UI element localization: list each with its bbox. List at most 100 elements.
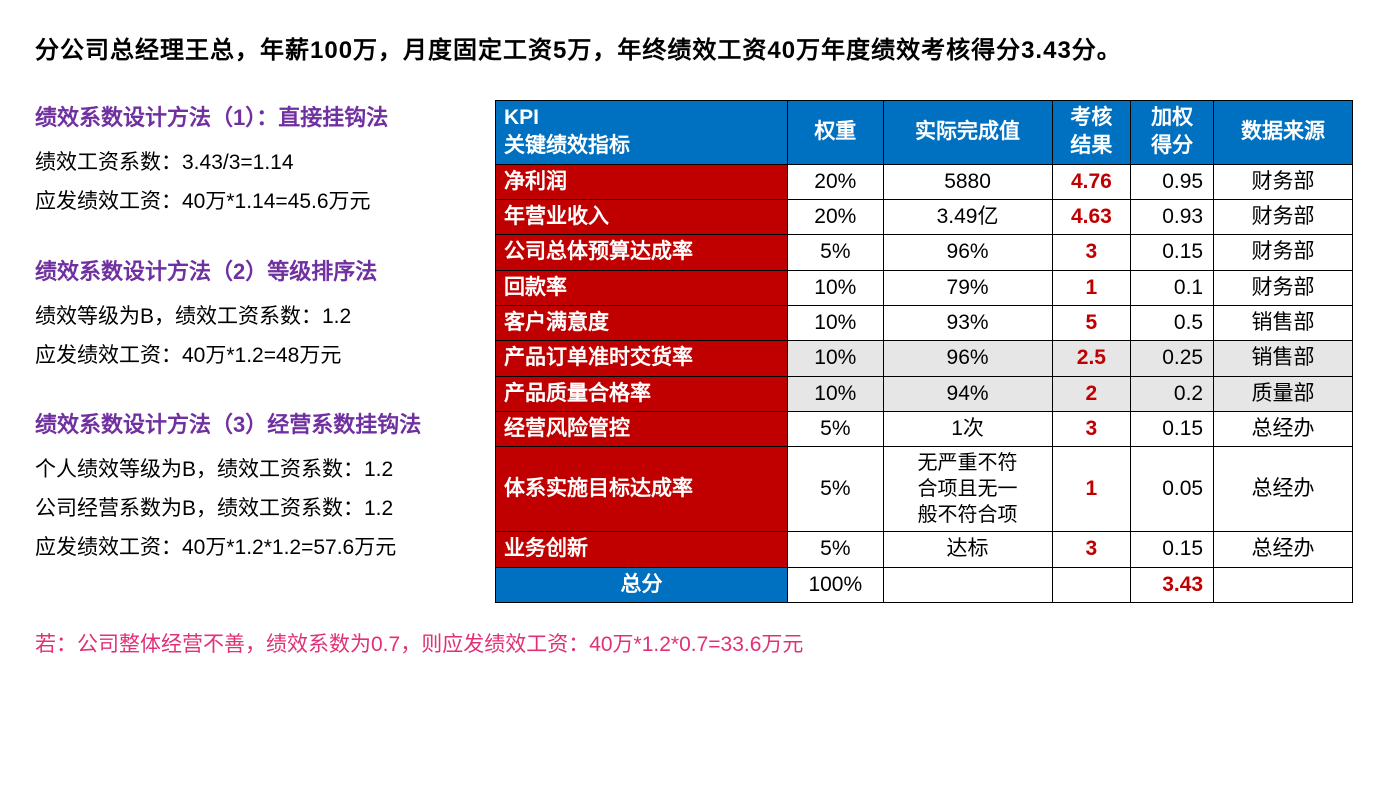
- cell-actual: 无严重不符合项且无一般不符合项: [883, 447, 1052, 532]
- cell-result: 3: [1052, 532, 1131, 567]
- method-line: 绩效工资系数：3.43/3=1.14: [35, 144, 475, 183]
- cell-actual: 3.49亿: [883, 200, 1052, 235]
- method-title: 绩效系数设计方法（1）：直接挂钩法: [35, 100, 475, 132]
- cell-kpi: 业务创新: [496, 532, 788, 567]
- method-line: 应发绩效工资：40万*1.14=45.6万元: [35, 183, 475, 222]
- method-line: 应发绩效工资：40万*1.2=48万元: [35, 337, 475, 376]
- method-block: 绩效系数设计方法（2）等级排序法绩效等级为B，绩效工资系数：1.2应发绩效工资：…: [35, 254, 475, 376]
- cell-actual: 96%: [883, 235, 1052, 270]
- cell-weight: 5%: [788, 447, 884, 532]
- cell-total-weight: 100%: [788, 567, 884, 602]
- cell-actual: 1次: [883, 412, 1052, 447]
- table-row-total: 总分100% 3.43: [496, 567, 1353, 602]
- cell-source: 总经办: [1214, 447, 1353, 532]
- cell-result: 3: [1052, 412, 1131, 447]
- cell-total-label: 总分: [496, 567, 788, 602]
- method-block: 绩效系数设计方法（1）：直接挂钩法绩效工资系数：3.43/3=1.14应发绩效工…: [35, 100, 475, 222]
- cell-kpi: 产品订单准时交货率: [496, 341, 788, 376]
- th-source: 数据来源: [1214, 101, 1353, 165]
- cell-source: 总经办: [1214, 412, 1353, 447]
- cell-result: 1: [1052, 447, 1131, 532]
- th-weight: 权重: [788, 101, 884, 165]
- cell-weighted: 0.25: [1131, 341, 1214, 376]
- cell-result: 3: [1052, 235, 1131, 270]
- cell-result: 4.76: [1052, 164, 1131, 199]
- cell-kpi: 公司总体预算达成率: [496, 235, 788, 270]
- cell-source: 财务部: [1214, 200, 1353, 235]
- kpi-table: KPI 关键绩效指标 权重 实际完成值 考核 结果 加权 得分 数据来源: [495, 100, 1353, 603]
- table-row: 经营风险管控5%1次30.15总经办: [496, 412, 1353, 447]
- cell-actual: 79%: [883, 270, 1052, 305]
- cell-result: 2: [1052, 376, 1131, 411]
- table-row: 体系实施目标达成率5%无严重不符合项且无一般不符合项10.05总经办: [496, 447, 1353, 532]
- cell-weight: 5%: [788, 412, 884, 447]
- cell-weighted: 0.93: [1131, 200, 1214, 235]
- method-line: 应发绩效工资：40万*1.2*1.2=57.6万元: [35, 529, 475, 568]
- method-title: 绩效系数设计方法（2）等级排序法: [35, 254, 475, 286]
- cell-kpi: 产品质量合格率: [496, 376, 788, 411]
- table-row: 业务创新5%达标30.15总经办: [496, 532, 1353, 567]
- cell-source: 财务部: [1214, 235, 1353, 270]
- cell-weighted: 0.1: [1131, 270, 1214, 305]
- cell-source: 财务部: [1214, 270, 1353, 305]
- cell-weighted: 0.15: [1131, 235, 1214, 270]
- method-block: 绩效系数设计方法（3）经营系数挂钩法个人绩效等级为B，绩效工资系数：1.2公司经…: [35, 407, 475, 568]
- cell-kpi: 年营业收入: [496, 200, 788, 235]
- method-line: 绩效等级为B，绩效工资系数：1.2: [35, 298, 475, 337]
- cell-source: 销售部: [1214, 341, 1353, 376]
- cell-weight: 20%: [788, 200, 884, 235]
- cell-weight: 5%: [788, 235, 884, 270]
- cell-total-result: [1052, 567, 1131, 602]
- table-row: 公司总体预算达成率5%96%30.15财务部: [496, 235, 1353, 270]
- right-column: KPI 关键绩效指标 权重 实际完成值 考核 结果 加权 得分 数据来源: [495, 100, 1353, 603]
- cell-result: 1: [1052, 270, 1131, 305]
- cell-actual: 96%: [883, 341, 1052, 376]
- cell-total-weighted: 3.43: [1131, 567, 1214, 602]
- cell-result: 5: [1052, 306, 1131, 341]
- cell-source: 总经办: [1214, 532, 1353, 567]
- cell-weight: 20%: [788, 164, 884, 199]
- cell-weighted: 0.5: [1131, 306, 1214, 341]
- cell-weighted: 0.15: [1131, 532, 1214, 567]
- cell-actual: 93%: [883, 306, 1052, 341]
- cell-source: 质量部: [1214, 376, 1353, 411]
- cell-actual: 5880: [883, 164, 1052, 199]
- cell-weighted: 0.95: [1131, 164, 1214, 199]
- cell-result: 2.5: [1052, 341, 1131, 376]
- th-kpi: KPI 关键绩效指标: [496, 101, 788, 165]
- th-actual: 实际完成值: [883, 101, 1052, 165]
- cell-total-source: [1214, 567, 1353, 602]
- cell-weight: 10%: [788, 306, 884, 341]
- left-column: 绩效系数设计方法（1）：直接挂钩法绩效工资系数：3.43/3=1.14应发绩效工…: [35, 100, 475, 603]
- cell-weighted: 0.05: [1131, 447, 1214, 532]
- cell-kpi: 经营风险管控: [496, 412, 788, 447]
- cell-weighted: 0.15: [1131, 412, 1214, 447]
- th-weighted: 加权 得分: [1131, 101, 1214, 165]
- cell-weight: 10%: [788, 270, 884, 305]
- cell-result: 4.63: [1052, 200, 1131, 235]
- cell-weighted: 0.2: [1131, 376, 1214, 411]
- table-row: 净利润20%58804.760.95财务部: [496, 164, 1353, 199]
- method-line: 个人绩效等级为B，绩效工资系数：1.2: [35, 451, 475, 490]
- cell-weight: 5%: [788, 532, 884, 567]
- cell-actual: 94%: [883, 376, 1052, 411]
- cell-kpi: 客户满意度: [496, 306, 788, 341]
- table-row: 客户满意度10%93%50.5销售部: [496, 306, 1353, 341]
- cell-actual: 达标: [883, 532, 1052, 567]
- method-title: 绩效系数设计方法（3）经营系数挂钩法: [35, 407, 475, 439]
- page-title: 分公司总经理王总，年薪100万，月度固定工资5万，年终绩效工资40万年度绩效考核…: [35, 30, 1353, 65]
- table-row: 年营业收入20%3.49亿4.630.93财务部: [496, 200, 1353, 235]
- cell-source: 销售部: [1214, 306, 1353, 341]
- cell-source: 财务部: [1214, 164, 1353, 199]
- cell-weight: 10%: [788, 341, 884, 376]
- table-row: 回款率10%79%10.1财务部: [496, 270, 1353, 305]
- table-row: 产品质量合格率10%94%20.2质量部: [496, 376, 1353, 411]
- th-result: 考核 结果: [1052, 101, 1131, 165]
- content-wrapper: 绩效系数设计方法（1）：直接挂钩法绩效工资系数：3.43/3=1.14应发绩效工…: [35, 100, 1353, 603]
- cell-kpi: 回款率: [496, 270, 788, 305]
- table-row: 产品订单准时交货率10%96%2.50.25销售部: [496, 341, 1353, 376]
- method-line: 公司经营系数为B，绩效工资系数：1.2: [35, 490, 475, 529]
- cell-total-actual: [883, 567, 1052, 602]
- cell-weight: 10%: [788, 376, 884, 411]
- footer-note: 若：公司整体经营不善，绩效系数为0.7，则应发绩效工资：40万*1.2*0.7=…: [35, 628, 1353, 658]
